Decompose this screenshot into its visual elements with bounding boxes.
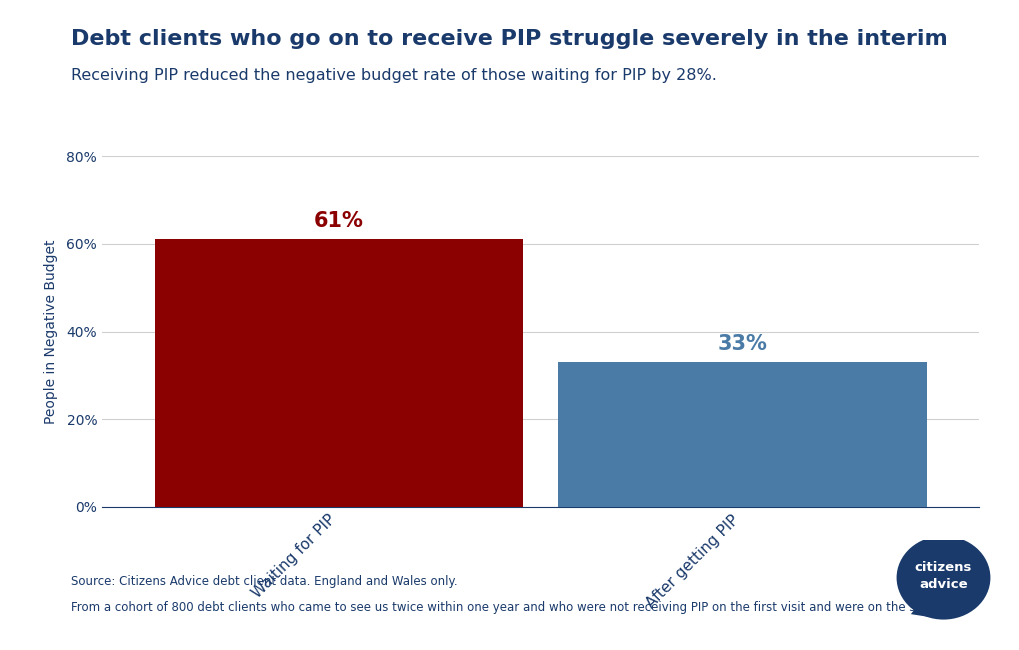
Text: From a cohort of 800 debt clients who came to see us twice within one year and w: From a cohort of 800 debt clients who ca…	[71, 601, 955, 614]
Polygon shape	[910, 599, 927, 617]
Text: Receiving PIP reduced the negative budget rate of those waiting for PIP by 28%.: Receiving PIP reduced the negative budge…	[71, 68, 716, 83]
Text: citizens
advice: citizens advice	[914, 561, 971, 591]
Bar	[557, 362, 925, 507]
Y-axis label: People in Negative Budget: People in Negative Budget	[44, 239, 58, 424]
Text: Debt clients who go on to receive PIP struggle severely in the interim: Debt clients who go on to receive PIP st…	[71, 29, 948, 49]
Bar	[155, 239, 523, 507]
Circle shape	[896, 536, 989, 619]
Text: 61%: 61%	[314, 211, 364, 231]
Text: Source: Citizens Advice debt client data. England and Wales only.: Source: Citizens Advice debt client data…	[71, 575, 458, 588]
Text: 33%: 33%	[716, 334, 766, 354]
